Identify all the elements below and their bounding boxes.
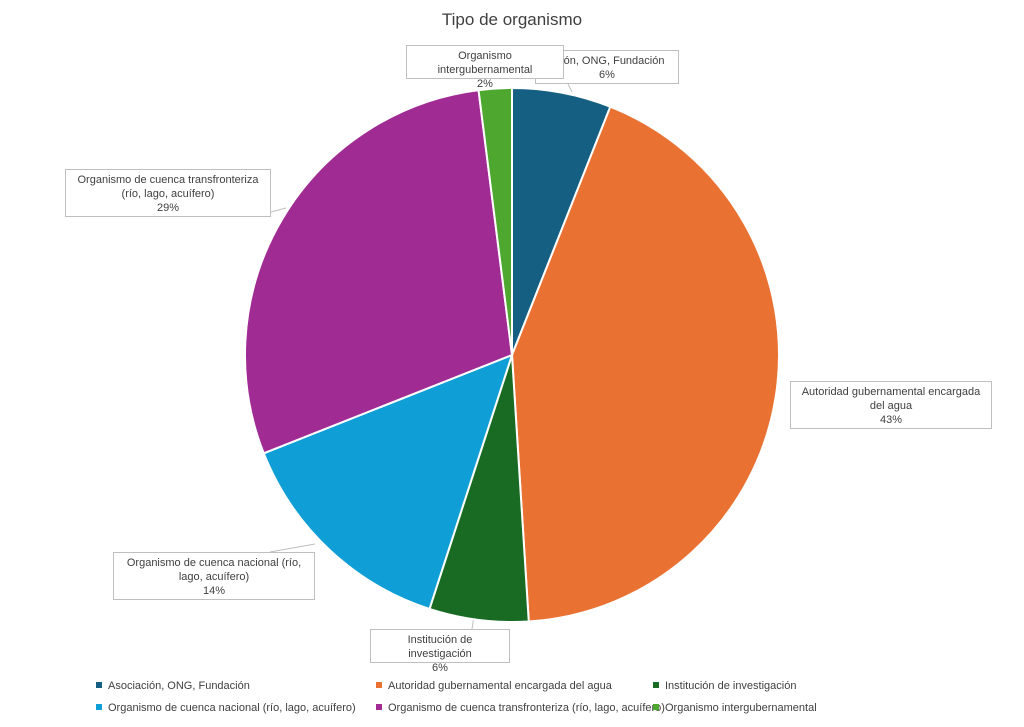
legend-label: Institución de investigación	[665, 680, 797, 692]
leader-line-cuenca-transfronteriza	[270, 207, 287, 213]
slice-cuenca-transfronteriza	[244, 88, 514, 455]
slice-cuenca-nacional	[262, 353, 514, 611]
leader-lines	[269, 83, 573, 630]
data-label-category: Organismo intergubernamental	[437, 50, 533, 76]
data-label-value: 6%	[432, 662, 448, 674]
data-label-value: 2%	[477, 78, 493, 90]
data-label-category: Autoridad gubernamental encargada del ag…	[801, 386, 981, 412]
legend-label: Asociación, ONG, Fundación	[108, 680, 250, 692]
leader-line-cuenca-nacional	[269, 543, 316, 553]
chart-title: Tipo de organismo	[441, 10, 583, 29]
legend-swatch	[653, 682, 659, 688]
data-label-value: 29%	[156, 202, 180, 214]
legend-item-cuenca-nacional: Organismo de cuenca nacional (río, lago,…	[96, 702, 356, 714]
legend-item-investigacion: Institución de investigación	[653, 680, 796, 692]
legend-label: Organismo intergubernamental	[665, 702, 817, 714]
data-label-category: Organismo de cuenca nacional (río, lago,…	[126, 557, 302, 583]
legend-swatch	[653, 704, 659, 710]
legend-label: Organismo de cuenca nacional (río, lago,…	[108, 702, 356, 714]
leader-line-asociacion	[567, 83, 573, 93]
slice-autoridad	[510, 105, 780, 623]
data-label-intergubernamental: Organismo intergubernamental 2%	[406, 45, 564, 90]
legend-item-autoridad: Autoridad gubernamental encargada del ag…	[376, 680, 612, 692]
data-label-value: 14%	[202, 585, 226, 597]
data-label-cuenca-transfronteriza: Organismo de cuenca transfronteriza (río…	[65, 169, 271, 217]
data-label-value: 6%	[599, 69, 615, 81]
data-label-category: Institución de investigación	[407, 634, 473, 660]
legend-label: Autoridad gubernamental encargada del ag…	[388, 680, 612, 692]
data-label-autoridad: Autoridad gubernamental encargada del ag…	[790, 381, 992, 429]
legend-item-intergubernamental: Organismo intergubernamental	[653, 702, 817, 714]
legend-swatch	[376, 682, 382, 688]
pie-slices	[244, 86, 780, 623]
data-label-investigacion: Institución de investigación 6%	[370, 629, 510, 674]
data-label-category: Organismo de cuenca transfronteriza (río…	[77, 174, 259, 200]
legend-item-asociacion: Asociación, ONG, Fundación	[96, 680, 250, 692]
data-label-cuenca-nacional: Organismo de cuenca nacional (río, lago,…	[113, 552, 315, 600]
legend-swatch	[96, 682, 102, 688]
legend-swatch	[376, 704, 382, 710]
data-label-category: ación, ONG, Fundación	[549, 55, 665, 67]
legend-item-cuenca-transfronteriza: Organismo de cuenca transfronteriza (río…	[376, 702, 665, 714]
slice-intergubernamental	[477, 86, 513, 356]
legend-label: Organismo de cuenca transfronteriza (río…	[388, 702, 665, 714]
data-label-value: 43%	[879, 414, 903, 426]
legend-swatch	[96, 704, 102, 710]
